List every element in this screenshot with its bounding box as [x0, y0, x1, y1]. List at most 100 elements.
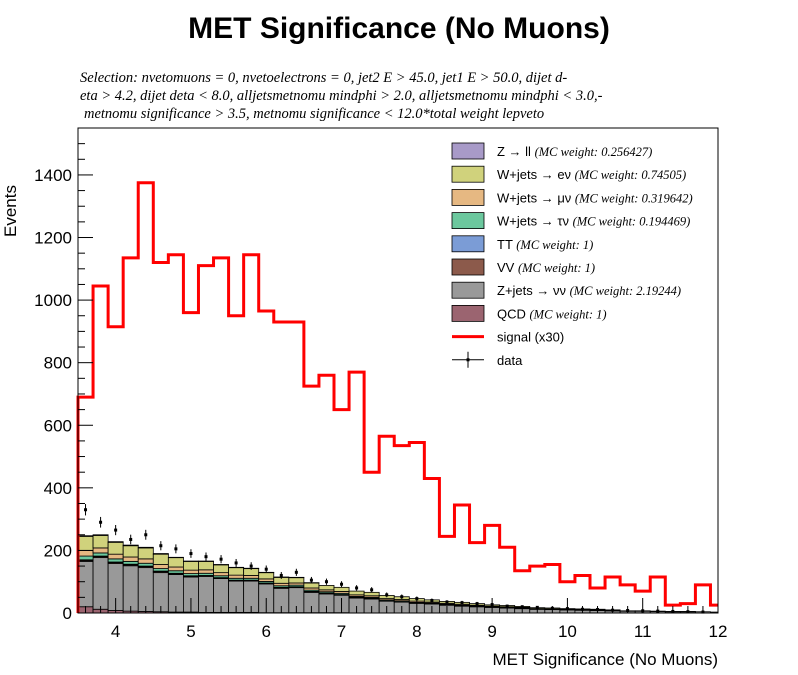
data-point [355, 586, 359, 590]
stack-bar [318, 585, 335, 591]
data-point [294, 570, 298, 574]
stack-bar [92, 534, 109, 536]
data-point [460, 601, 464, 605]
legend-marker [466, 358, 470, 362]
x-axis-label: MET Significance (No Muons) [493, 650, 719, 669]
signal-histogram [76, 181, 718, 613]
stack-bar [122, 545, 139, 558]
y-tick-label: 0 [63, 604, 72, 623]
plot-frame [77, 127, 719, 614]
legend-item: W+jets → τν (MC weight: 0.194469) [451, 212, 690, 230]
stack-bar [77, 535, 94, 537]
legend-label: QCD (MC weight: 1) [497, 306, 607, 321]
selection-line-1: Selection: nvetomuons = 0, nvetoelectron… [80, 70, 568, 86]
data-point [445, 600, 449, 604]
stack-bar [333, 586, 350, 592]
stack-bar [77, 535, 94, 551]
data-point [400, 595, 404, 599]
y-tick-label: 1400 [34, 166, 72, 185]
legend-item: signal (x30) [452, 330, 564, 345]
data-point [99, 520, 103, 524]
legend-label: W+jets → τν (MC weight: 0.194469) [497, 214, 690, 229]
x-tick-label: 5 [186, 622, 195, 641]
x-tick-label: 12 [709, 622, 728, 641]
stack-bar [198, 560, 214, 571]
stack-bar [122, 565, 139, 612]
legend-item: VV (MC weight: 1) [451, 258, 595, 276]
y-tick-label: 800 [44, 354, 72, 373]
selection-line-3: metnomu significance > 3.5, metnomu sign… [84, 106, 545, 122]
stack-bar [92, 547, 109, 554]
stack-bar [152, 564, 169, 569]
stack-bar [288, 577, 305, 584]
data-point [189, 552, 193, 556]
selection-line-2: eta > 4.2, dijet deta < 8.0, alljetsmetn… [80, 88, 603, 104]
legend-swatch [451, 258, 485, 276]
y-axis-label: Events [1, 185, 20, 237]
data-point [430, 598, 434, 602]
x-tick-label: 4 [111, 622, 120, 641]
stack-bar [137, 567, 154, 612]
stack-bar [228, 574, 245, 579]
stack-bar [213, 564, 229, 574]
data-point [144, 533, 148, 537]
stack-bar [183, 569, 199, 574]
legend-label: signal (x30) [497, 330, 564, 345]
legend-item: W+jets → μν (MC weight: 0.319642) [451, 188, 693, 206]
data-point [475, 602, 479, 606]
legend: Z → ll (MC weight: 0.256427) W+jets → eν … [451, 142, 693, 368]
data-point [309, 578, 313, 582]
y-tick-label: 600 [44, 416, 72, 435]
legend-swatch [451, 304, 485, 322]
legend-item: W+jets → eν (MC weight: 0.74505) [451, 165, 686, 183]
data-point [84, 508, 88, 512]
legend-swatch [451, 212, 485, 230]
stack-bar [122, 544, 139, 547]
stack-bar [107, 553, 124, 560]
stack-bar [152, 553, 169, 565]
chart-title: MET Significance (No Muons) [188, 12, 610, 45]
legend-label: TT (MC weight: 1) [497, 237, 593, 252]
stack-bar [137, 546, 154, 549]
y-tick-label: 200 [44, 541, 72, 560]
stack-bar [107, 541, 124, 555]
legend-label: data [497, 353, 523, 368]
data-point [234, 561, 238, 565]
stack-bar [137, 562, 154, 567]
stack-bar [137, 547, 154, 560]
legend-label: W+jets → μν (MC weight: 0.319642) [497, 190, 693, 205]
stack-bar [303, 582, 320, 589]
data-point [385, 593, 389, 597]
x-tick-label: 9 [487, 622, 496, 641]
y-tick-label: 1200 [34, 229, 72, 248]
stack-bar [198, 569, 214, 574]
stack-bar [107, 558, 124, 563]
legend-swatch [451, 235, 485, 253]
stack-bar [348, 590, 365, 596]
legend-label: VV (MC weight: 1) [497, 260, 595, 275]
legend-item: QCD (MC weight: 1) [451, 304, 607, 322]
x-tick-label: 8 [412, 622, 421, 641]
data-point [340, 582, 344, 586]
legend-swatch [451, 165, 485, 183]
legend-item: Z → ll (MC weight: 0.256427) [451, 142, 652, 160]
x-tick-label: 11 [634, 622, 652, 641]
stack-bar [107, 541, 124, 543]
legend-label: Z → ll (MC weight: 0.256427) [497, 144, 652, 159]
stack-bar [122, 556, 139, 562]
stack-bar [77, 550, 94, 557]
y-tick-label: 400 [44, 479, 72, 498]
legend-label: W+jets → eν (MC weight: 0.74505) [497, 167, 686, 182]
stack-bar [137, 558, 154, 564]
legend-swatch [451, 281, 485, 299]
stack-bar [152, 553, 169, 555]
stack-bar [167, 557, 184, 568]
stack-bar [167, 566, 184, 572]
stack-bar [243, 575, 260, 579]
signal-line [76, 181, 718, 613]
legend-swatch [451, 142, 485, 160]
stack-bar [213, 572, 229, 577]
data-point [279, 573, 283, 577]
data-point [219, 557, 223, 561]
